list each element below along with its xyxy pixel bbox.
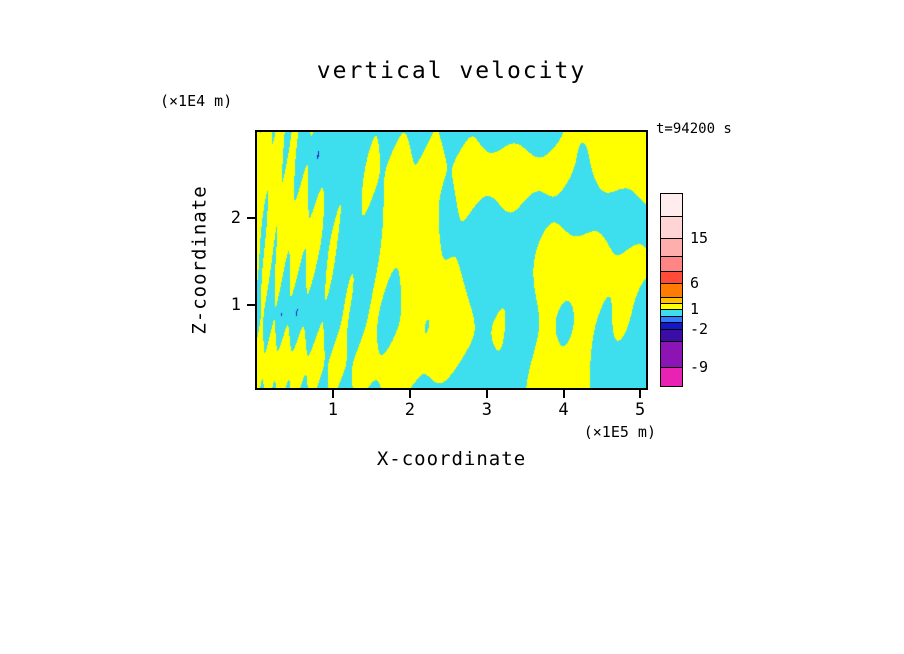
y-axis-label: Z-coordinate bbox=[189, 185, 211, 335]
x-tick-mark bbox=[562, 390, 565, 398]
colorbar-segment bbox=[661, 217, 682, 239]
x-tick-label: 3 bbox=[481, 400, 492, 420]
x-tick-label: 1 bbox=[327, 400, 338, 420]
z-tick-label: 2 bbox=[230, 207, 241, 228]
x-tick-label: 4 bbox=[558, 400, 569, 420]
x-tick-mark bbox=[408, 390, 411, 398]
colorbar-segment bbox=[661, 257, 682, 272]
x-axis-label: X-coordinate bbox=[376, 448, 527, 470]
colorbar-segment bbox=[661, 297, 682, 305]
colorbar-segment bbox=[661, 194, 682, 218]
y-axis-label-wrap: Z-coordinate bbox=[183, 130, 217, 390]
x-tick-mark bbox=[331, 390, 334, 398]
colorbar-tick-label: 1 bbox=[690, 299, 700, 318]
z-tick-mark bbox=[247, 303, 255, 306]
z-tick-mark bbox=[247, 216, 255, 219]
x-tick-label: 2 bbox=[404, 400, 415, 420]
colorbar-segment bbox=[661, 271, 682, 285]
x-axis-unit: (×1E5 m) bbox=[583, 423, 656, 441]
colorbar-segment bbox=[661, 316, 682, 324]
velocity-field-canvas bbox=[257, 132, 646, 388]
z-tick-label: 1 bbox=[230, 294, 241, 315]
y-axis-unit: (×1E4 m) bbox=[160, 92, 233, 110]
colorbar-segment bbox=[661, 323, 682, 330]
x-tick-mark bbox=[639, 390, 642, 398]
colorbar-tick-label: 6 bbox=[690, 274, 700, 293]
x-tick-label: 5 bbox=[635, 400, 646, 420]
colorbar-tick-label: -9 bbox=[690, 357, 709, 376]
colorbar-segment bbox=[661, 284, 682, 298]
colorbar-segment bbox=[661, 304, 682, 310]
colorbar-segment bbox=[661, 309, 682, 317]
colorbar-segment bbox=[661, 238, 682, 258]
colorbar-segment bbox=[661, 341, 682, 368]
chart-title: vertical velocity bbox=[316, 58, 587, 84]
plot-area bbox=[255, 130, 648, 390]
colorbar-segment bbox=[661, 329, 682, 342]
time-label: t=94200 s bbox=[656, 121, 732, 137]
colorbar-tick-label: 15 bbox=[690, 228, 709, 247]
colorbar bbox=[660, 193, 683, 387]
colorbar-segment bbox=[661, 367, 682, 386]
colorbar-tick-label: -2 bbox=[690, 319, 709, 338]
x-tick-mark bbox=[485, 390, 488, 398]
